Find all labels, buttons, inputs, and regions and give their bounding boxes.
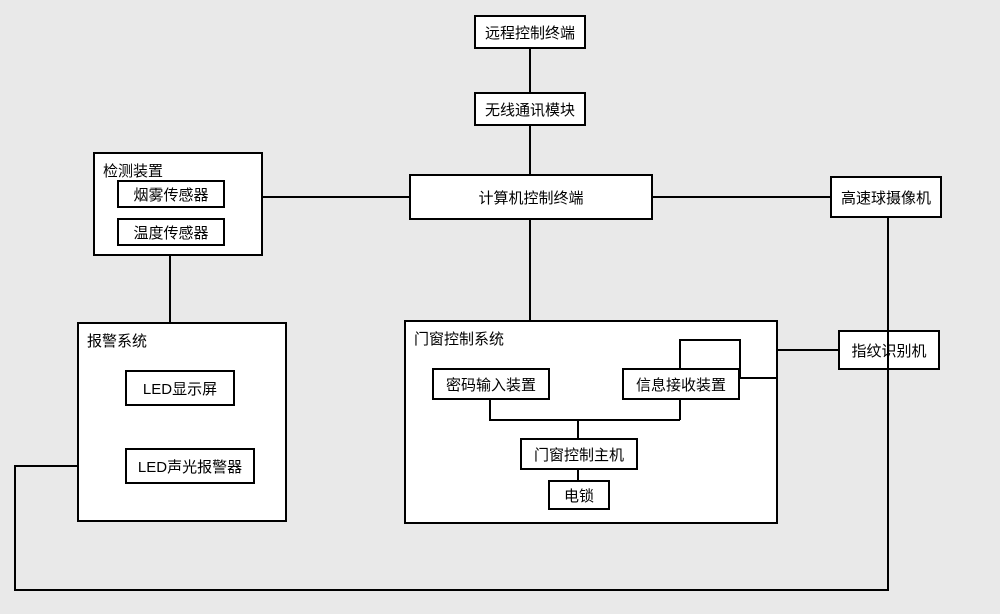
temp-sensor-node: 温度传感器 (117, 218, 225, 246)
door-control-label: 门窗控制系统 (414, 328, 504, 349)
elock-node: 电锁 (548, 480, 610, 510)
password-input-node: 密码输入装置 (432, 368, 550, 400)
smoke-sensor-node: 烟雾传感器 (117, 180, 225, 208)
led-siren-node: LED声光报警器 (125, 448, 255, 484)
led-display-node: LED显示屏 (125, 370, 235, 406)
fingerprint-node: 指纹识别机 (838, 330, 940, 370)
computer-terminal-node: 计算机控制终端 (409, 174, 653, 220)
camera-node: 高速球摄像机 (830, 176, 942, 218)
alarm-system-label: 报警系统 (87, 330, 147, 351)
remote-terminal-node: 远程控制终端 (474, 15, 586, 49)
info-receiver-node: 信息接收装置 (622, 368, 740, 400)
detect-device-label: 检测装置 (103, 160, 163, 181)
wireless-module-node: 无线通讯模块 (474, 92, 586, 126)
alarm-system-group: 报警系统 (77, 322, 287, 522)
door-host-node: 门窗控制主机 (520, 438, 638, 470)
